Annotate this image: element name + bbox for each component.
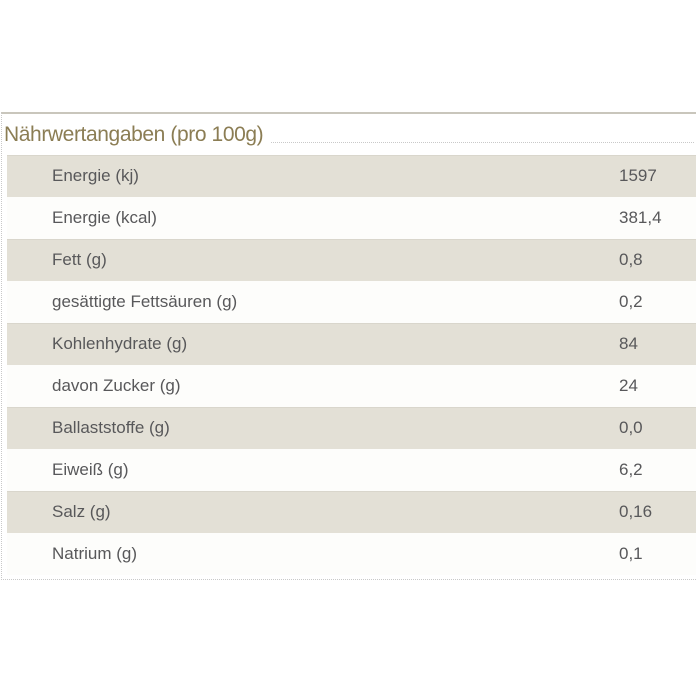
table-row-davon-zucker: davon Zucker (g) 24 <box>7 365 696 407</box>
nutrient-label: Fett (g) <box>52 250 107 269</box>
nutrient-label: gesättigte Fettsäuren (g) <box>52 292 238 311</box>
table-row-fett: Fett (g) 0,8 <box>7 239 696 281</box>
table-row-kohlenhydrate: Kohlenhydrate (g) 84 <box>7 323 696 365</box>
nutrient-label: Natrium (g) <box>52 544 138 563</box>
nutrient-value: 381,4 <box>619 208 662 227</box>
nutrient-label: Kohlenhydrate (g) <box>52 334 188 353</box>
nutrition-table-title: Nährwertangaben (pro 100g) <box>4 122 264 146</box>
table-row-natrium: Natrium (g) 0,1 <box>7 533 696 575</box>
nutrition-table: Energie (kj) 1597 Energie (kcal) 381,4 F… <box>7 155 696 575</box>
nutrient-value: 0,16 <box>619 502 653 521</box>
nutrient-label: Energie (kcal) <box>52 208 157 227</box>
table-row-energie-kcal: Energie (kcal) 381,4 <box>7 197 696 239</box>
nutrient-value: 24 <box>619 376 638 395</box>
table-row-salz: Salz (g) 0,16 <box>7 491 696 533</box>
nutrient-label: Energie (kj) <box>52 166 139 185</box>
nutrient-value: 0,0 <box>619 418 643 437</box>
table-row-ballaststoffe: Ballaststoffe (g) 0,0 <box>7 407 696 449</box>
nutrient-label: Ballaststoffe (g) <box>52 418 170 437</box>
dotted-leader-line <box>271 142 694 143</box>
table-row-eiweiss: Eiweiß (g) 6,2 <box>7 449 696 491</box>
nutrient-label: Eiweiß (g) <box>52 460 129 479</box>
nutrition-facts-panel: Nährwertangaben (pro 100g) Energie (kj) … <box>1 112 696 580</box>
table-row-gesaettigte-fettsaeuren: gesättigte Fettsäuren (g) 0,2 <box>7 281 696 323</box>
nutrient-label: davon Zucker (g) <box>52 376 181 395</box>
nutrition-table-header: Nährwertangaben (pro 100g) <box>2 114 696 155</box>
nutrient-value: 84 <box>619 334 638 353</box>
nutrient-value: 6,2 <box>619 460 643 479</box>
nutrient-label: Salz (g) <box>52 502 111 521</box>
nutrient-value: 1597 <box>619 166 657 185</box>
nutrient-value: 0,2 <box>619 292 643 311</box>
nutrient-value: 0,1 <box>619 544 643 563</box>
nutrient-value: 0,8 <box>619 250 643 269</box>
table-row-energie-kj: Energie (kj) 1597 <box>7 155 696 197</box>
